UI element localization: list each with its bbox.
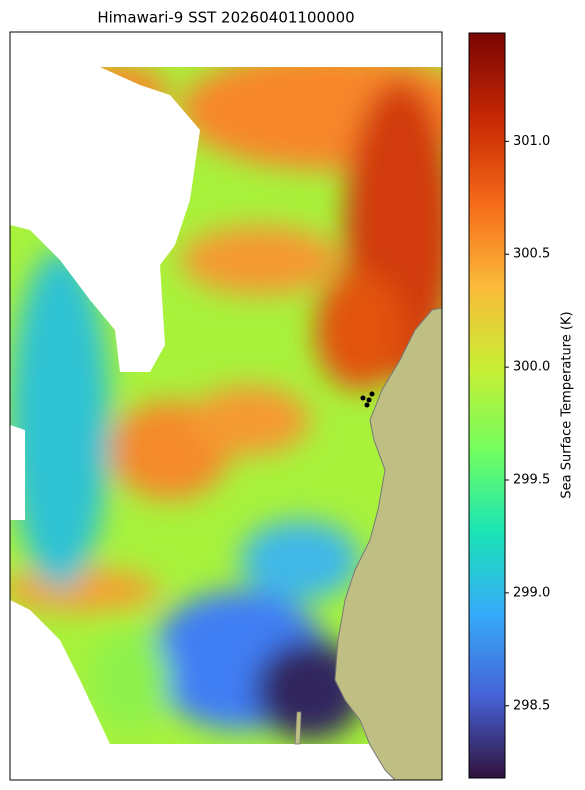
map-title: Himawari-9 SST 20260401100000 xyxy=(97,9,354,27)
colorbar-tick-label: 300.0 xyxy=(513,360,550,375)
colorbar-tick-label: 299.0 xyxy=(513,585,550,600)
colorbar-label: Sea Surface Temperature (K) xyxy=(560,311,575,498)
colorbar-tick-label: 299.5 xyxy=(513,473,550,488)
colorbar-tick-label: 301.0 xyxy=(513,134,550,149)
station-markers xyxy=(360,391,375,408)
island xyxy=(294,711,302,745)
map-frame xyxy=(9,31,443,781)
colorbar xyxy=(468,32,506,779)
sst-field xyxy=(10,67,442,744)
colorbar-tick-label: 298.5 xyxy=(513,698,550,713)
map xyxy=(9,31,443,781)
colorbar-tick-label: 300.5 xyxy=(513,247,550,262)
land xyxy=(334,307,443,781)
